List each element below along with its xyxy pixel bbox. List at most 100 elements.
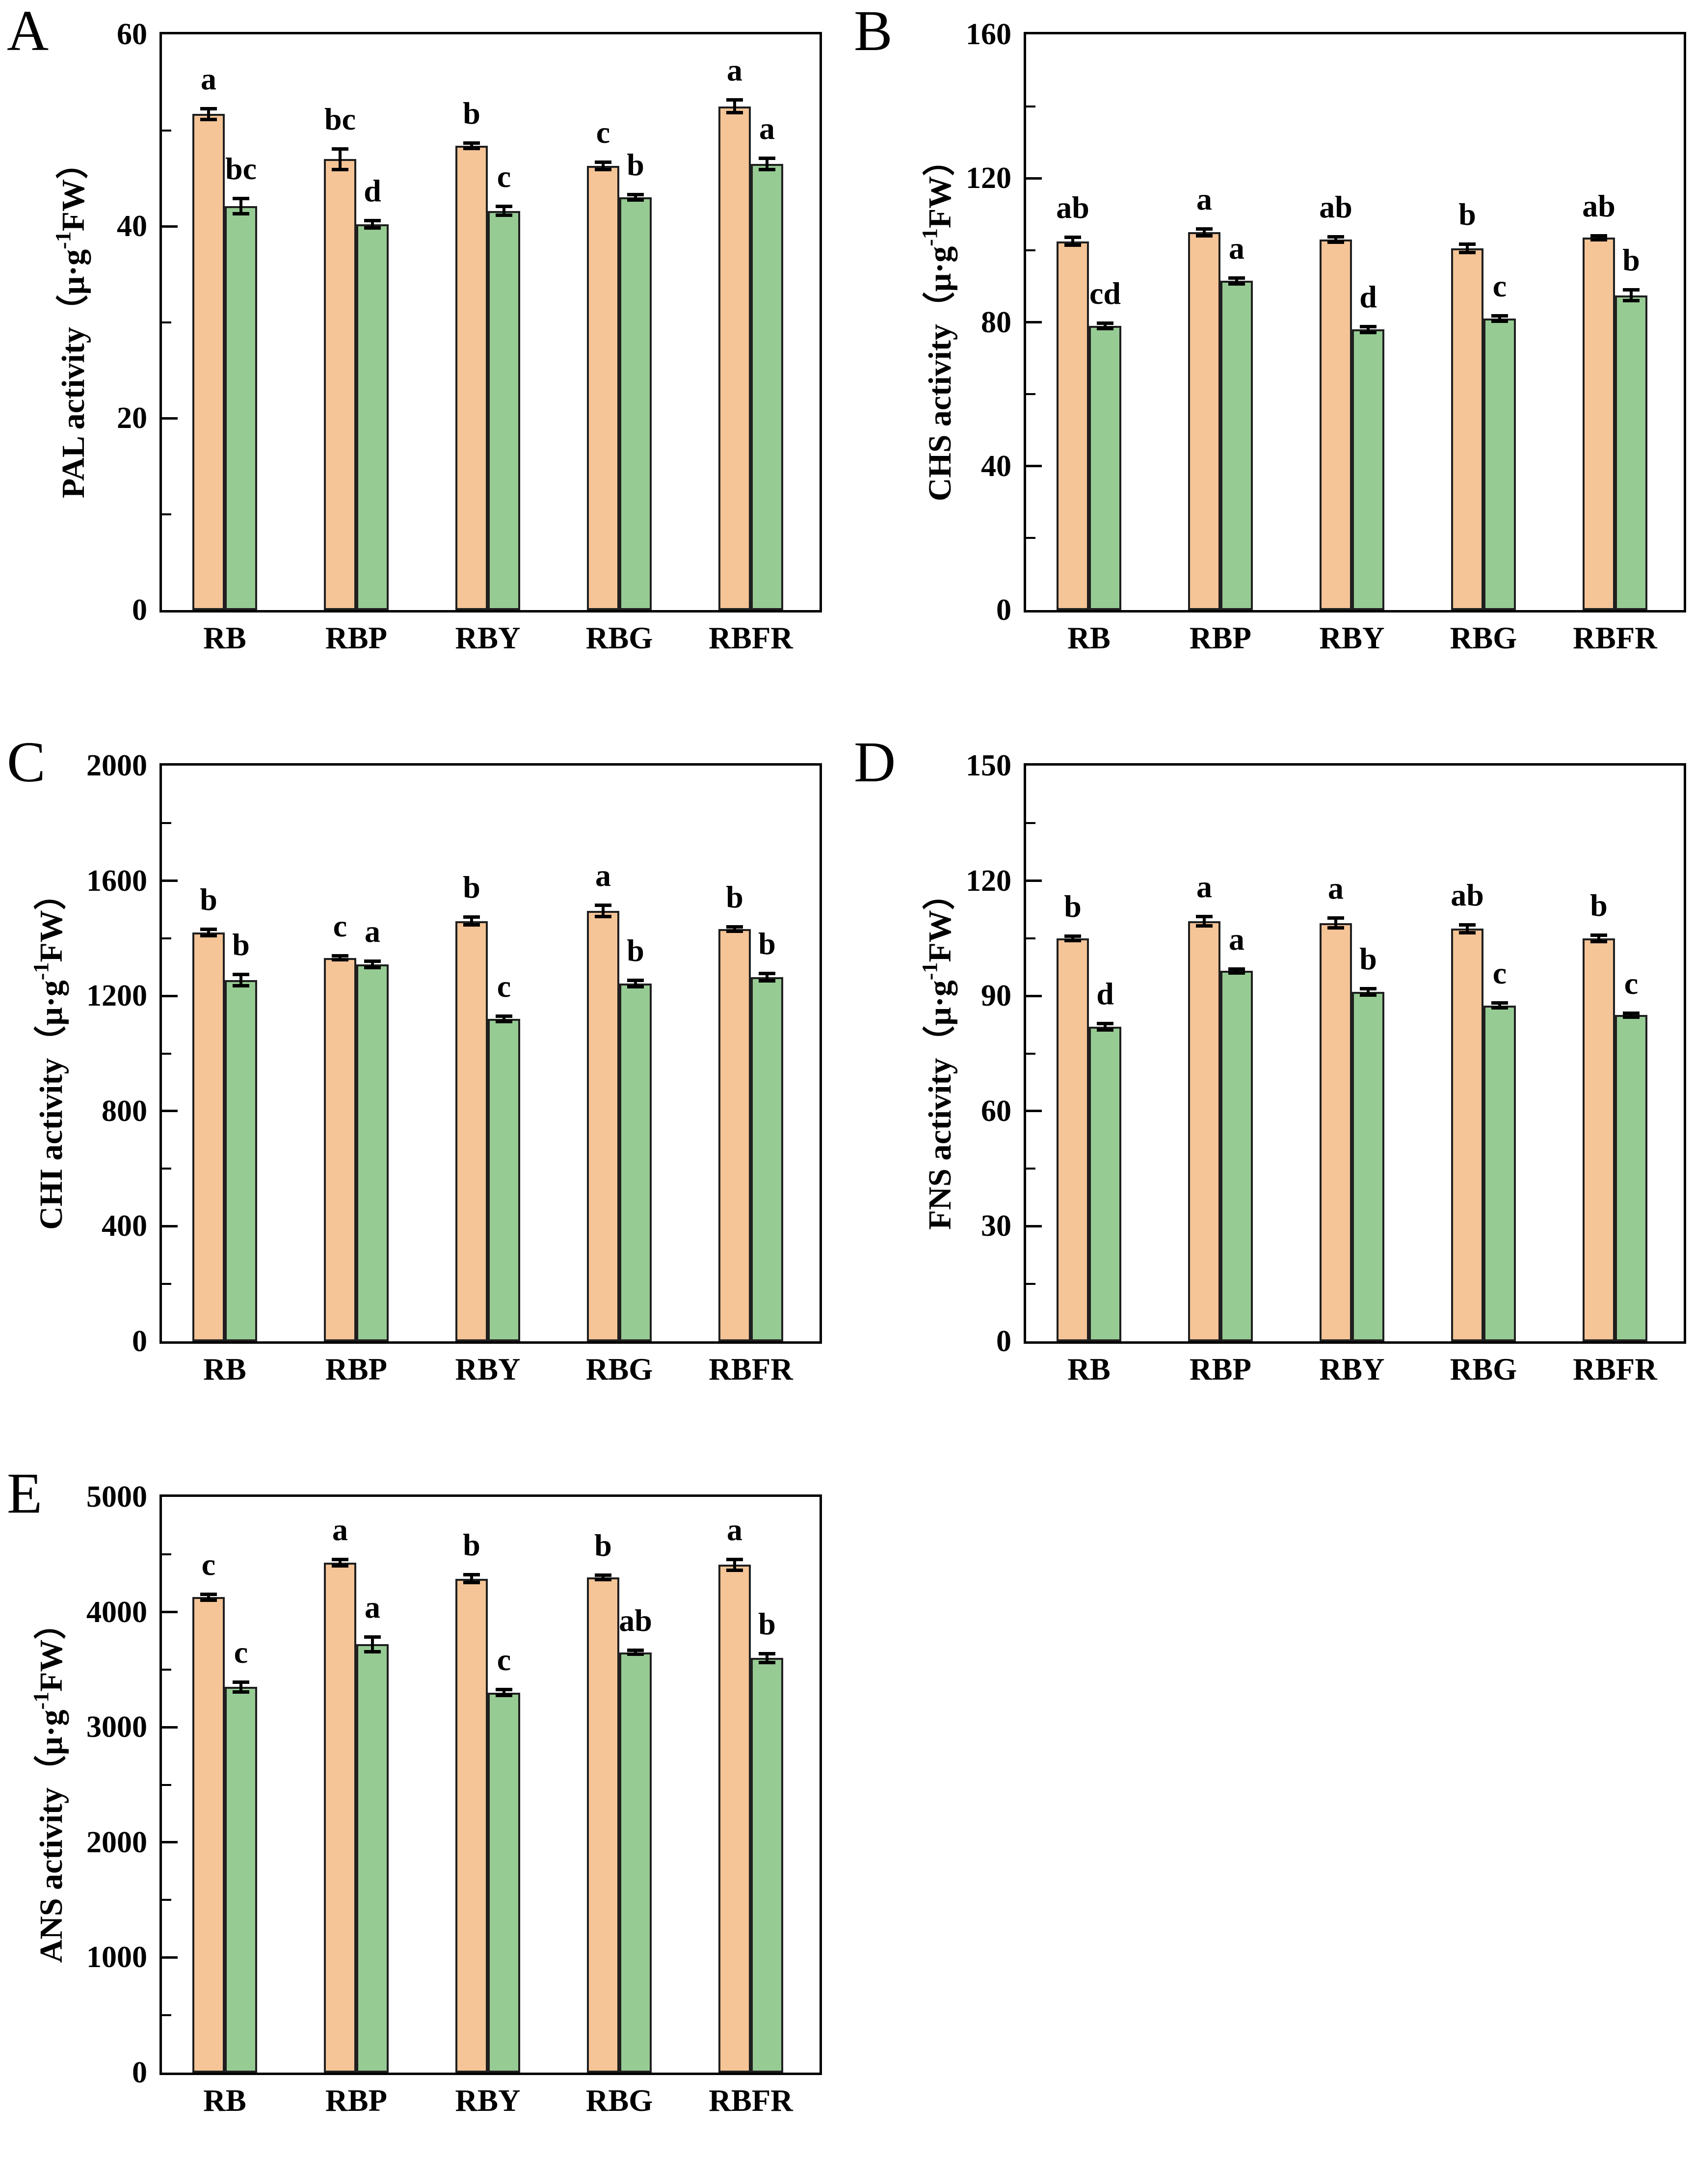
error-bar-cap-bottom <box>1097 326 1113 330</box>
y-tick-label: 80 <box>981 305 1011 339</box>
bar-RBG-green <box>619 1652 652 2073</box>
error-bar-cap-top <box>1360 324 1376 328</box>
y-tick-label: 0 <box>996 1325 1011 1358</box>
y-tick-label: 150 <box>966 749 1011 782</box>
bar-RBG-orange <box>587 165 619 610</box>
error-bar-cap-bottom <box>233 1690 249 1694</box>
error-bar-whisker <box>602 162 605 170</box>
y-major-tick <box>1026 465 1042 468</box>
bar-RBY-orange <box>455 1578 488 2073</box>
significance-letter: a <box>332 1512 348 1547</box>
error-bar-whisker <box>1498 316 1501 322</box>
y-tick-label: 60 <box>117 18 147 51</box>
error-bar-cap-bottom <box>759 1661 775 1665</box>
error-bar-cap-top <box>200 928 217 932</box>
x-tick-label-RBY: RBY <box>455 621 521 655</box>
bar-RBG-orange <box>587 1577 619 2073</box>
bar-RBP-orange <box>1188 232 1220 610</box>
error-bar-cap-bottom <box>1327 926 1344 930</box>
y-major-tick <box>162 1225 178 1227</box>
error-bar-whisker <box>207 108 210 120</box>
x-tick-label-RBY: RBY <box>455 1352 521 1386</box>
y-axis-title-superscript: -1 <box>29 962 53 980</box>
y-major-tick <box>162 879 178 882</box>
panel-B: B CHS activity（μ·g-1FW） 0 40 80 120 160 ab cd RB a… <box>847 0 1694 721</box>
error-bar-cap-bottom <box>1228 282 1245 286</box>
y-major-tick <box>162 417 178 420</box>
error-bar-whisker <box>503 1016 505 1022</box>
y-major-tick <box>162 1110 178 1113</box>
y-tick-label: 2000 <box>86 749 147 782</box>
error-bar-cap-top <box>627 193 644 197</box>
error-bar-whisker <box>1334 237 1337 242</box>
error-bar-cap-bottom <box>1623 299 1640 303</box>
panel-label-D: D <box>854 730 896 794</box>
x-tick-label-RBP: RBP <box>325 621 387 655</box>
y-major-tick <box>1026 1225 1042 1227</box>
error-bar-cap-top <box>1228 967 1245 971</box>
bar-RB-green <box>225 980 257 1341</box>
significance-letter: b <box>758 1606 776 1641</box>
error-bar-whisker <box>1367 326 1370 333</box>
error-bar-cap-bottom <box>200 934 217 938</box>
bar-RBP-orange <box>1188 921 1220 1341</box>
significance-letter: ab <box>1582 188 1615 223</box>
panel-D: D FNS activity（μ·g-1FW） 0 30 60 90 120 150 b d RB a… <box>847 731 1694 1453</box>
bar-RB-green <box>225 206 257 610</box>
x-tick-label-RBY: RBY <box>1319 1352 1385 1386</box>
bar-RBP-green <box>356 1644 389 2073</box>
y-tick-label: 30 <box>981 1209 1011 1243</box>
y-axis-title-superscript: -1 <box>918 228 942 246</box>
significance-letter: b <box>200 882 217 917</box>
error-bar-cap-bottom <box>1459 251 1476 254</box>
y-minor-tick <box>1026 537 1035 539</box>
y-minor-tick <box>162 822 171 825</box>
error-bar-cap-bottom <box>200 117 217 121</box>
error-bar-cap-top <box>1623 1011 1640 1015</box>
significance-letter: b <box>1622 242 1640 277</box>
significance-letter: a <box>595 858 611 893</box>
error-bar-whisker <box>339 148 342 170</box>
error-bar-cap-bottom <box>463 146 480 150</box>
significance-letter: ab <box>619 1603 652 1638</box>
significance-letter: b <box>463 95 480 131</box>
y-minor-tick <box>1026 937 1035 939</box>
x-tick-label-RBP: RBP <box>1190 621 1251 655</box>
bar-RBFR-orange <box>718 1565 751 2073</box>
bar-RB-orange <box>192 114 225 610</box>
error-bar-whisker <box>470 1574 473 1583</box>
y-tick-label: 90 <box>981 979 1011 1013</box>
bar-RBY-green <box>1352 329 1384 610</box>
y-minor-tick <box>162 1668 171 1671</box>
significance-letter: ab <box>1319 189 1352 225</box>
error-bar-cap-top <box>726 925 743 929</box>
significance-letter: a <box>365 1590 380 1625</box>
error-bar-cap-top <box>1097 1021 1113 1025</box>
error-bar-cap-bottom <box>200 1598 217 1602</box>
y-minor-tick <box>162 2014 171 2016</box>
error-bar-cap-bottom <box>233 984 249 987</box>
bar-RBFR-green <box>751 163 783 610</box>
error-bar-cap-top <box>627 978 644 982</box>
bar-RBG-orange <box>1451 929 1483 1341</box>
y-tick-label: 20 <box>117 401 147 435</box>
x-tick-label-RBG: RBG <box>585 2083 653 2118</box>
y-minor-tick <box>1026 1282 1035 1285</box>
x-tick-label-RBP: RBP <box>1190 1352 1251 1386</box>
error-bar-cap-top <box>364 959 381 963</box>
x-tick-label-RBG: RBG <box>585 621 653 655</box>
error-bar-whisker <box>1071 237 1074 246</box>
significance-letter: c <box>234 1634 248 1670</box>
significance-letter: a <box>201 61 216 96</box>
y-major-tick <box>1026 177 1042 180</box>
significance-letter: b <box>726 879 743 914</box>
error-bar-cap-bottom <box>759 167 775 171</box>
error-bar-cap-top <box>726 1558 743 1562</box>
panel-E: E ANS activity（μ·g-1FW） 0 1000 2000 3000 4000 5… <box>0 1463 847 2184</box>
bar-RB-orange <box>192 1597 225 2073</box>
y-tick-label: 160 <box>966 18 1011 51</box>
error-bar-cap-top <box>463 1572 480 1576</box>
error-bar-whisker <box>634 980 637 987</box>
error-bar-cap-bottom <box>1459 931 1476 934</box>
error-bar-cap-bottom <box>1196 234 1213 238</box>
